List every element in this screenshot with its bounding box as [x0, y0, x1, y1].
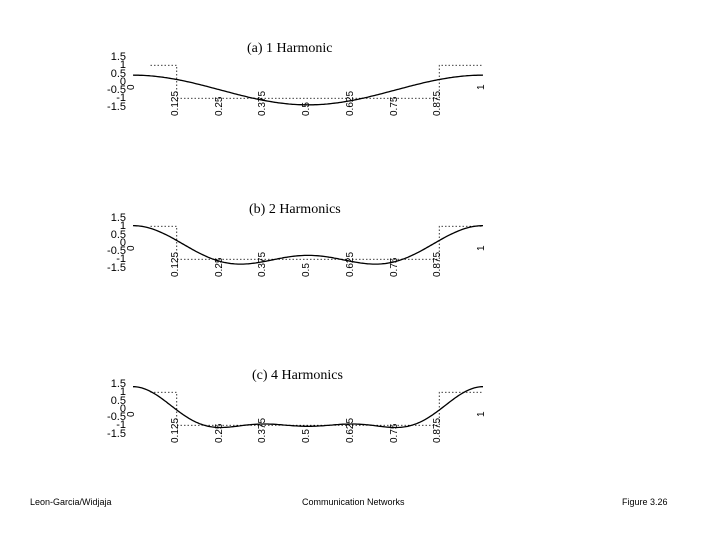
x-tick-label: 0.625	[344, 417, 356, 443]
x-tick-label: 1	[476, 84, 487, 90]
y-tick-label: 0.5	[110, 228, 126, 241]
x-tick-label: 0.25	[213, 257, 225, 277]
y-tick-label: 0.5	[110, 394, 126, 407]
y-tick-label: -0.5	[107, 245, 126, 257]
y-tick-label: 0	[119, 402, 126, 415]
y-tick-label: -1	[116, 419, 126, 432]
y-tick-label: 0.5	[110, 67, 126, 80]
x-tick-label: 0.875	[432, 417, 444, 443]
x-tick-label: 0.75	[388, 96, 400, 116]
x-tick-label: 0	[126, 84, 137, 90]
chart-title: (c) 4 Harmonics	[252, 368, 343, 383]
y-tick-label: -1	[116, 253, 126, 266]
x-tick-label: 0	[126, 411, 137, 417]
fourier-approximation-line	[132, 74, 484, 106]
x-tick-label: 0.75	[388, 423, 400, 443]
x-tick-label: 0.125	[169, 417, 181, 443]
x-tick-label: 0.75	[388, 257, 400, 277]
x-tick-label: 0	[126, 245, 137, 251]
y-tick-label: -0.5	[107, 411, 126, 423]
y-tick-label: 1	[119, 59, 126, 72]
footer-author: Leon-Garcia/Widjaja	[30, 497, 112, 507]
footer-book-title: Communication Networks	[302, 497, 405, 507]
x-tick-label: 0.5	[301, 101, 312, 116]
y-tick-label: 1.5	[110, 51, 126, 63]
y-tick-label: -1.5	[107, 427, 126, 440]
x-tick-label: 0.625	[344, 90, 356, 116]
x-tick-label: 0.5	[301, 262, 312, 277]
x-tick-label: 0.25	[213, 96, 225, 116]
square-wave-reference	[150, 225, 483, 260]
x-tick-label: 0.625	[344, 251, 356, 277]
x-tick-label: 0.375	[257, 90, 269, 116]
x-tick-label: 0.125	[169, 90, 181, 116]
y-tick-label: 1.5	[110, 378, 126, 390]
y-tick-label: -0.5	[107, 84, 126, 96]
x-tick-label: 0.375	[257, 417, 269, 443]
x-tick-label: 0.375	[257, 251, 269, 277]
x-tick-label: 0.125	[169, 251, 181, 277]
x-tick-label: 0.5	[301, 428, 312, 443]
chart-title: (b) 2 Harmonics	[249, 202, 341, 217]
y-tick-label: 1.5	[110, 212, 126, 224]
x-tick-label: 0.875	[432, 90, 444, 116]
y-tick-label: 1	[119, 386, 126, 399]
y-tick-label: 1	[119, 220, 126, 233]
y-tick-label: -1.5	[107, 261, 126, 274]
x-tick-label: 1	[476, 411, 487, 417]
footer-figure-number: Figure 3.26	[622, 497, 668, 507]
square-wave-reference	[150, 391, 483, 426]
y-tick-label: 0	[119, 236, 126, 249]
y-tick-label: -1	[116, 92, 126, 105]
x-tick-label: 1	[476, 245, 487, 251]
y-tick-label: -1.5	[107, 100, 126, 113]
x-tick-label: 0.25	[213, 423, 225, 443]
chart-title: (a) 1 Harmonic	[247, 41, 333, 56]
y-tick-label: 0	[119, 75, 126, 88]
x-tick-label: 0.875	[432, 251, 444, 277]
fourier-approximation-line	[133, 386, 483, 429]
square-wave-reference	[150, 64, 483, 99]
fourier-approximation-line	[132, 224, 484, 265]
